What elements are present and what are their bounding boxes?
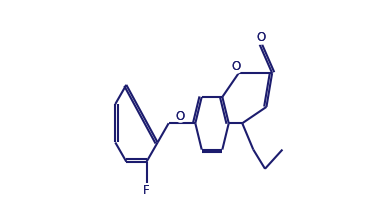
Text: F: F bbox=[143, 184, 150, 197]
Text: O: O bbox=[231, 60, 240, 73]
Text: O: O bbox=[256, 31, 265, 44]
Text: O: O bbox=[175, 110, 184, 123]
Text: O: O bbox=[231, 60, 240, 73]
Text: O: O bbox=[175, 110, 184, 123]
Text: F: F bbox=[143, 184, 150, 197]
Text: O: O bbox=[256, 31, 265, 44]
